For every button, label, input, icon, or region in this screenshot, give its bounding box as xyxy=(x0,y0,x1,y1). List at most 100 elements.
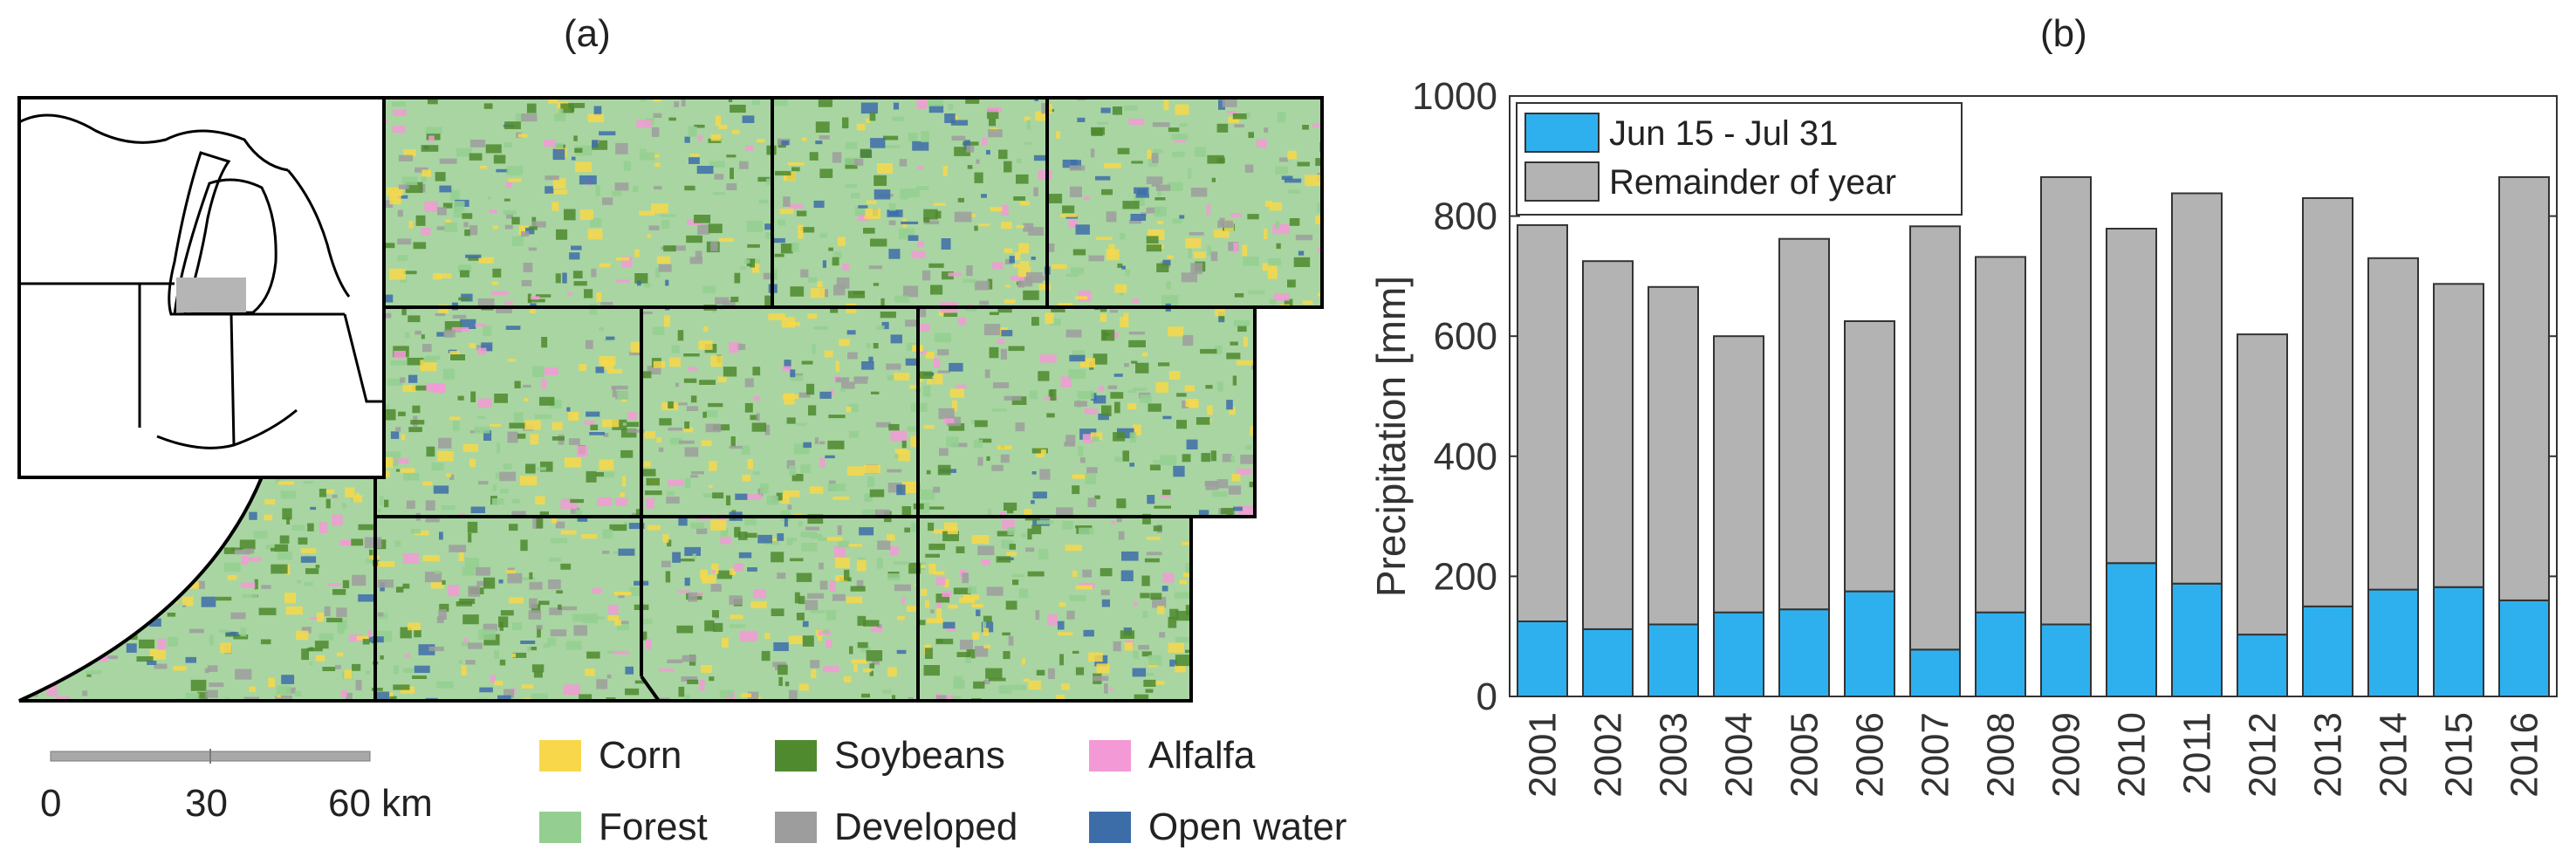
land-cover-patch xyxy=(454,201,465,212)
land-cover-patch xyxy=(45,646,51,654)
land-cover-patch xyxy=(1087,497,1097,508)
legend-item-developed: Developed xyxy=(775,806,1017,848)
land-cover-patch xyxy=(1007,510,1014,514)
land-cover-patch xyxy=(973,681,985,689)
land-cover-patch xyxy=(871,659,880,665)
land-cover-patch xyxy=(701,665,713,673)
land-cover-patch xyxy=(796,573,812,582)
land-cover-patch xyxy=(890,334,902,344)
land-cover-patch xyxy=(1072,474,1085,478)
land-cover-patch xyxy=(1048,389,1054,397)
land-cover-patch xyxy=(1216,123,1229,133)
land-cover-patch xyxy=(401,468,415,474)
land-cover-patch xyxy=(1059,654,1064,666)
land-cover-patch xyxy=(159,538,172,546)
land-cover-patch xyxy=(800,464,811,473)
land-cover-patch xyxy=(874,189,891,200)
land-cover-patch xyxy=(750,601,767,608)
land-cover-patch xyxy=(784,393,795,405)
land-cover-patch xyxy=(987,106,1002,113)
land-cover-patch xyxy=(469,140,486,147)
land-cover-patch xyxy=(777,533,784,541)
land-cover-patch xyxy=(414,167,428,173)
land-cover-patch xyxy=(1199,601,1206,606)
land-cover-patch xyxy=(463,222,469,228)
land-cover-patch xyxy=(1084,196,1091,201)
land-cover-patch xyxy=(1229,407,1236,415)
land-cover-patch xyxy=(1282,551,1296,560)
land-cover-patch xyxy=(810,660,820,669)
land-cover-patch xyxy=(1298,523,1312,530)
land-cover-patch xyxy=(119,601,134,610)
land-cover-patch xyxy=(1107,385,1117,389)
land-cover-patch xyxy=(310,506,317,511)
land-cover-patch xyxy=(298,537,308,545)
land-cover-patch xyxy=(819,135,830,140)
land-cover-patch xyxy=(551,538,567,544)
land-cover-patch xyxy=(883,135,899,141)
land-cover-patch xyxy=(1005,285,1011,288)
land-cover-patch xyxy=(260,639,271,645)
land-cover-patch xyxy=(394,350,406,359)
land-cover-patch xyxy=(552,436,565,441)
inset-lower-peninsula xyxy=(173,178,277,316)
land-cover-patch xyxy=(688,126,697,137)
land-cover-patch xyxy=(907,343,913,351)
land-cover-patch xyxy=(515,113,524,121)
land-cover-patch xyxy=(633,186,639,193)
land-cover-patch xyxy=(846,330,856,335)
legend-swatch-developed xyxy=(775,812,817,843)
land-cover-patch xyxy=(1324,123,1340,132)
land-cover-patch xyxy=(1204,611,1219,621)
land-cover-patch xyxy=(1117,147,1130,154)
land-cover-patch xyxy=(647,234,652,238)
land-cover-patch xyxy=(426,446,435,457)
land-cover-patch xyxy=(336,652,344,657)
land-cover-patch xyxy=(1156,220,1163,224)
land-cover-patch xyxy=(742,115,755,123)
land-cover-patch xyxy=(1016,174,1029,184)
land-cover-patch xyxy=(1120,233,1126,240)
land-cover-patch xyxy=(981,194,987,198)
land-cover-patch xyxy=(783,490,800,497)
land-cover-patch xyxy=(340,689,347,697)
land-cover-patch xyxy=(1140,394,1152,403)
land-cover-patch xyxy=(1239,667,1257,679)
land-cover-patch xyxy=(828,415,846,419)
land-cover-patch xyxy=(560,530,577,535)
land-cover-patch xyxy=(147,593,155,604)
land-cover-patch xyxy=(677,590,690,593)
land-cover-patch xyxy=(1267,270,1278,279)
land-cover-patch xyxy=(976,159,980,164)
land-cover-patch xyxy=(353,495,363,503)
land-cover-patch xyxy=(281,675,295,684)
land-cover-patch xyxy=(574,147,583,153)
land-cover-patch xyxy=(833,285,846,296)
land-cover-patch xyxy=(1274,432,1283,442)
land-cover-patch xyxy=(435,312,446,317)
land-cover-patch xyxy=(548,557,561,562)
land-cover-patch xyxy=(860,102,878,114)
land-cover-patch xyxy=(530,434,539,445)
land-cover-patch xyxy=(823,666,839,673)
land-cover-patch xyxy=(615,497,627,506)
bar-2005-jun-jul xyxy=(1778,608,1830,698)
land-cover-patch xyxy=(504,689,515,698)
land-cover-patch xyxy=(606,674,612,679)
land-cover-patch xyxy=(1261,339,1270,348)
bar-2001-jun-jul xyxy=(1517,621,1568,697)
land-cover-patch xyxy=(807,313,818,319)
land-cover-patch xyxy=(226,632,239,636)
land-cover-patch xyxy=(877,540,891,550)
land-cover-patch xyxy=(1038,169,1052,180)
land-cover-patch xyxy=(1227,571,1237,581)
land-cover-patch xyxy=(531,664,545,673)
land-cover-patch xyxy=(108,600,124,611)
land-cover-patch xyxy=(1004,298,1016,304)
land-cover-patch xyxy=(745,146,754,151)
land-cover-patch xyxy=(764,223,772,230)
land-cover-patch xyxy=(1201,611,1210,619)
land-cover-patch xyxy=(403,552,419,564)
land-cover-patch xyxy=(449,545,466,552)
